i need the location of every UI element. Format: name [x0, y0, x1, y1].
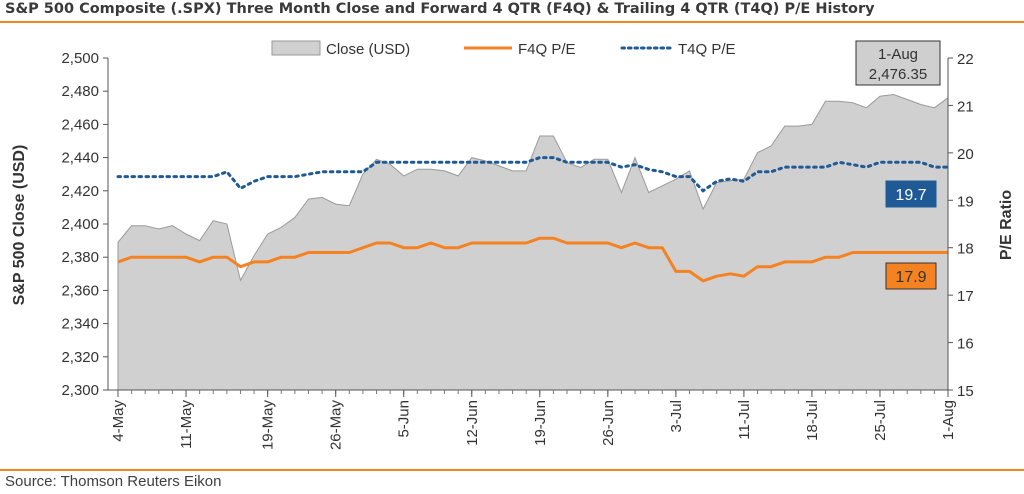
t4q-line	[116, 156, 950, 193]
y-left-tick-label: 2,340	[61, 316, 99, 333]
x-tick-label: 19-May	[260, 400, 277, 451]
y-right-tick-label: 19	[957, 193, 974, 210]
close-callout-value: 2,476.35	[869, 66, 927, 83]
y-right-tick-label: 17	[957, 288, 974, 305]
close-callout: 1-Aug 2,476.35	[855, 40, 941, 86]
legend-label-t4q: T4Q P/E	[678, 41, 736, 58]
x-tick-label: 26-Jun	[600, 400, 617, 446]
x-tick-label: 5-Jun	[396, 400, 413, 438]
legend: Close (USD) F4Q P/E T4Q P/E	[271, 40, 736, 58]
close-callout-date: 1-Aug	[878, 46, 918, 63]
f4q-callout: 17.9	[885, 262, 937, 290]
y-left-tick-label: 2,440	[61, 150, 99, 167]
x-tick-label: 18-Jul	[804, 400, 821, 441]
y-left-tick-label: 2,500	[61, 50, 99, 67]
y-axis-left-label: S&P 500 Close (USD)	[11, 145, 28, 306]
y-left-tick-label: 2,300	[61, 382, 99, 399]
legend-label-f4q: F4Q P/E	[518, 41, 576, 58]
f4q-line	[117, 236, 948, 283]
x-tick-label: 11-Jul	[736, 400, 753, 440]
y-right-tick-label: 16	[957, 336, 974, 353]
y-right-tick-label: 15	[957, 383, 974, 400]
y-left-tick-label: 2,400	[61, 216, 99, 233]
source-note: Source: Thomson Reuters Eikon	[5, 473, 222, 490]
t4q-callout-value: 19.7	[895, 187, 926, 204]
x-tick-label: 12-Jun	[464, 400, 481, 446]
x-tick-label: 26-May	[328, 400, 345, 451]
top-rule	[0, 21, 1024, 23]
t4q-callout: 19.7	[885, 180, 937, 208]
chart: 2,300 2,320 2,340 2,360 2,380 2,400 2,420 2,440…	[11, 40, 1015, 451]
y-left-tick-label: 2,320	[61, 349, 99, 366]
y-right-tick-label: 18	[957, 241, 974, 258]
y-right-tick-label: 22	[957, 51, 974, 68]
x-tick-label: 4-May	[110, 400, 127, 442]
y-left-tick-label: 2,360	[61, 282, 99, 299]
chart-title: S&P 500 Composite (.SPX) Three Month Clo…	[5, 1, 875, 17]
x-tick-label: 11-May	[178, 400, 195, 449]
x-tick-label: 3-Jul	[668, 400, 685, 433]
close-area	[117, 93, 949, 391]
y-right-tick-label: 20	[957, 146, 974, 163]
y-left-tick-label: 2,420	[61, 183, 99, 200]
f4q-callout-value: 17.9	[895, 269, 926, 286]
x-tick-label: 25-Jul	[872, 400, 889, 441]
legend-swatch-close	[271, 40, 321, 56]
legend-label-close: Close (USD)	[326, 41, 410, 58]
x-tick-label: 1-Aug	[940, 400, 957, 440]
y-left-tick-label: 2,480	[61, 83, 99, 100]
bottom-rule	[0, 469, 1024, 471]
y-right-tick-label: 21	[957, 98, 974, 115]
x-tick-label: 19-Jun	[532, 400, 549, 446]
y-axis-right-label: P/E Ratio	[998, 190, 1015, 260]
y-left-tick-label: 2,460	[61, 116, 99, 133]
y-left-tick-label: 2,380	[61, 249, 99, 266]
